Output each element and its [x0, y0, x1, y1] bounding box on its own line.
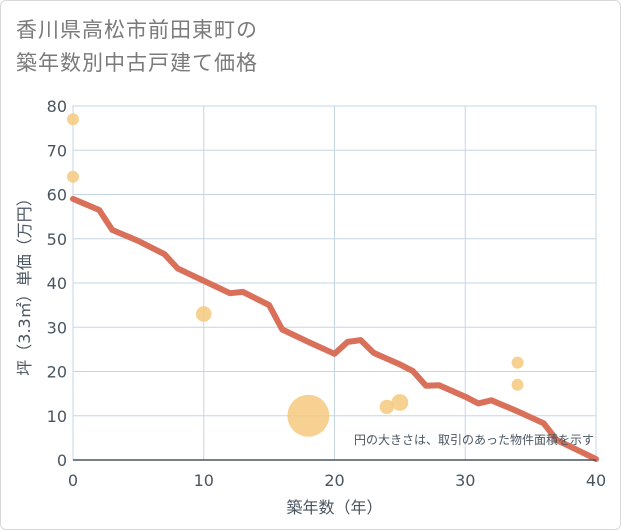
- x-tick-label: 40: [586, 471, 606, 490]
- grid: [72, 105, 597, 461]
- trend-line: [70, 195, 599, 463]
- data-point: [511, 378, 524, 391]
- y-tick-label: 40: [47, 274, 67, 293]
- size-note: 円の大きさは、取引のあった物件面積を示す: [354, 432, 594, 447]
- y-tick-label: 60: [47, 186, 67, 205]
- x-tick-label: 20: [324, 471, 344, 490]
- data-point: [287, 394, 330, 437]
- y-tick-labels: 0 10 20 30 40 50 60 70 80: [47, 97, 67, 470]
- x-tick-label: 10: [194, 471, 214, 490]
- y-tick-label: 0: [57, 451, 67, 470]
- data-points: [67, 113, 524, 437]
- x-axis-label: 築年数（年）: [286, 498, 382, 517]
- chart-title: 香川県高松市前田東町の 築年数別中古戸建て価格: [16, 14, 258, 80]
- data-point: [379, 399, 394, 415]
- x-tick-labels: 0 10 20 30 40: [68, 471, 606, 490]
- y-axis-label: 坪（3.3㎡）単価（万円）: [15, 190, 34, 375]
- y-tick-label: 70: [47, 141, 67, 160]
- y-tick-label: 80: [47, 97, 67, 116]
- chart-title-line-1: 香川県高松市前田東町の: [16, 18, 258, 42]
- y-tick-label: 10: [47, 407, 67, 426]
- y-tick-label: 50: [47, 230, 67, 249]
- data-point: [391, 394, 409, 411]
- data-point: [67, 113, 79, 126]
- data-point: [511, 356, 524, 369]
- data-point: [67, 170, 79, 183]
- x-tick-label: 30: [455, 471, 475, 490]
- y-tick-label: 20: [47, 363, 67, 382]
- x-tick-label: 0: [68, 471, 78, 490]
- chart-title-line-2: 築年数別中古戸建て価格: [16, 51, 258, 75]
- data-point: [195, 306, 212, 322]
- y-tick-label: 30: [47, 318, 67, 337]
